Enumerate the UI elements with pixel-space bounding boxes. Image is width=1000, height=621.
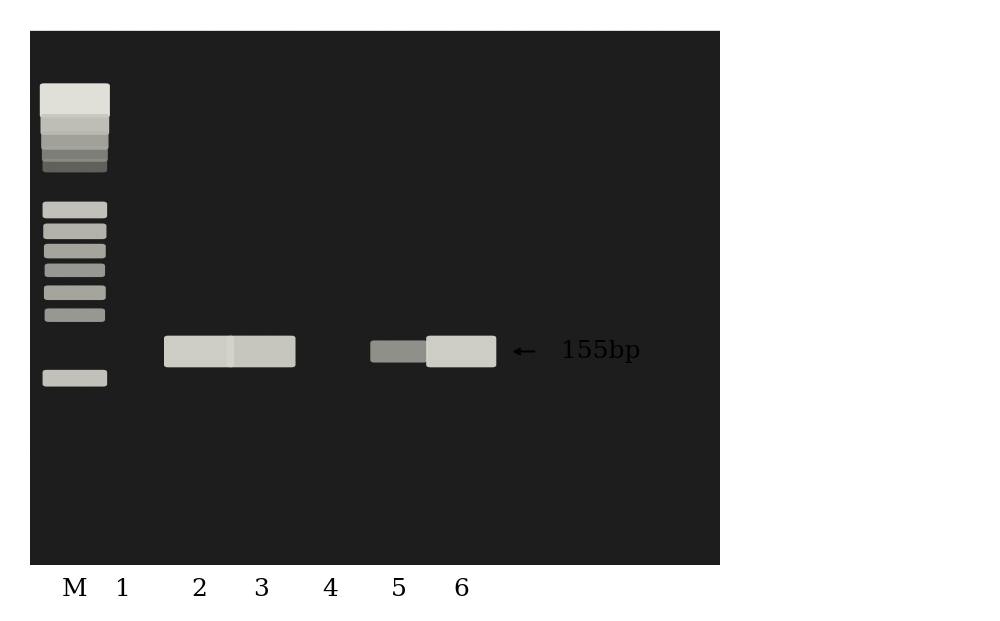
FancyBboxPatch shape — [44, 286, 106, 300]
FancyBboxPatch shape — [426, 335, 496, 367]
FancyBboxPatch shape — [227, 335, 296, 367]
FancyBboxPatch shape — [45, 309, 105, 322]
FancyBboxPatch shape — [40, 83, 110, 117]
Text: 6: 6 — [453, 578, 469, 602]
FancyBboxPatch shape — [45, 263, 105, 277]
Text: M: M — [62, 578, 88, 602]
FancyBboxPatch shape — [41, 132, 109, 150]
FancyBboxPatch shape — [43, 159, 107, 173]
FancyBboxPatch shape — [370, 340, 428, 363]
Text: 2: 2 — [191, 578, 207, 602]
FancyBboxPatch shape — [44, 244, 106, 258]
FancyBboxPatch shape — [164, 335, 234, 367]
FancyBboxPatch shape — [40, 114, 109, 135]
FancyBboxPatch shape — [43, 202, 107, 219]
FancyBboxPatch shape — [43, 370, 107, 386]
FancyBboxPatch shape — [43, 224, 106, 239]
FancyBboxPatch shape — [42, 146, 108, 161]
Text: 4: 4 — [322, 578, 338, 602]
Text: 155bp: 155bp — [561, 340, 641, 363]
Bar — [30, 31, 720, 565]
Text: 1: 1 — [115, 578, 131, 602]
Text: 3: 3 — [253, 578, 269, 602]
Text: 5: 5 — [391, 578, 407, 602]
